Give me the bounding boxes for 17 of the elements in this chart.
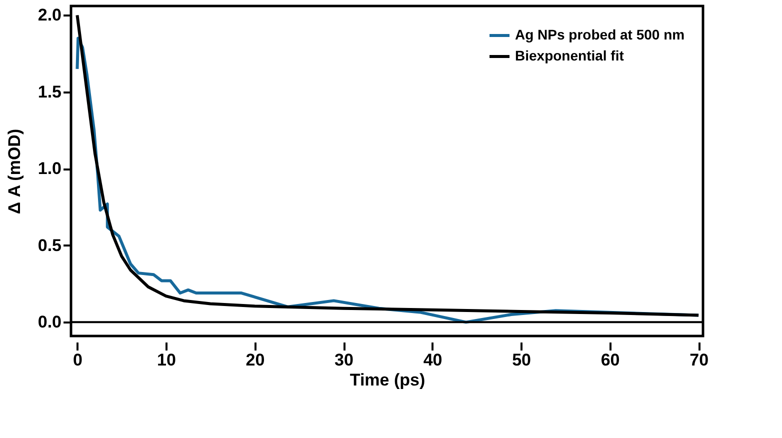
- x-tick-label: 50: [512, 350, 531, 370]
- y-tick-label: 2.0: [38, 6, 62, 25]
- y-tick-label: 1.0: [38, 159, 62, 178]
- x-tick-label: 40: [423, 350, 442, 370]
- legend-label: Biexponential fit: [515, 48, 624, 64]
- x-tick-label: 0: [72, 350, 82, 370]
- legend-label: Ag NPs probed at 500 nm: [515, 26, 685, 42]
- x-axis-title: Time (ps): [350, 370, 426, 390]
- x-tick-label: 60: [600, 350, 620, 370]
- y-tick-label: 0.0: [38, 312, 62, 332]
- y-axis-title: Δ A (mOD): [4, 128, 24, 214]
- x-tick-label: 70: [690, 350, 709, 370]
- x-tick-label: 30: [334, 350, 354, 370]
- y-tick-label: 0.5: [38, 236, 62, 255]
- x-tick-label: 20: [246, 350, 265, 370]
- y-tick-label: 1.5: [38, 82, 62, 102]
- x-tick-label: 10: [157, 350, 176, 370]
